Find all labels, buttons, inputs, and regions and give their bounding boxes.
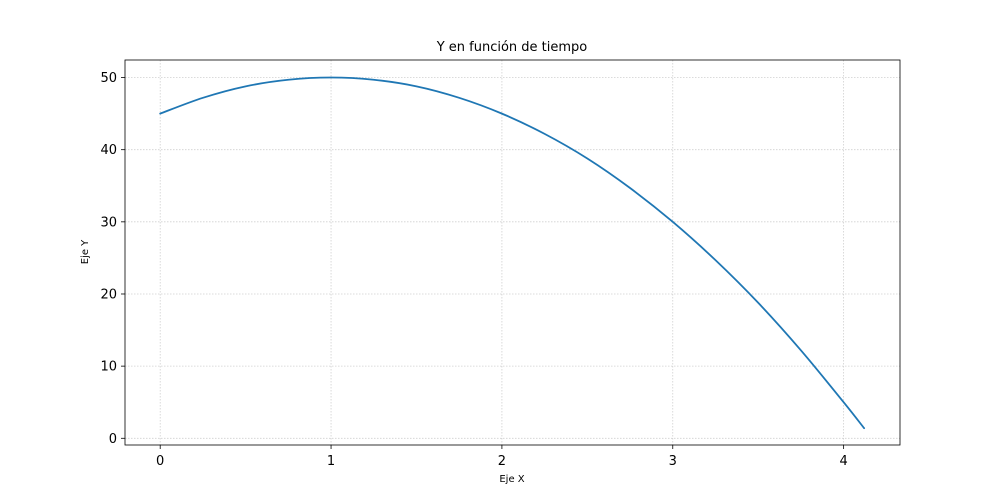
x-axis-label: Eje X [499,474,524,485]
y-axis-label: Eje Y [80,239,91,264]
y-tick-label: 50 [100,71,117,86]
x-tick-label: 4 [839,454,847,469]
grid-lines [125,60,900,445]
series-layer [159,76,866,430]
y-tick-label: 40 [100,143,117,158]
x-tick-label: 2 [498,454,506,469]
chart-title: Y en función de tiempo [436,40,588,55]
series-line-0 [159,76,866,430]
x-tick-label: 1 [327,454,335,469]
plot-area-frame [124,59,901,446]
x-tick-label: 0 [156,454,164,469]
y-tick-label: 0 [109,432,117,447]
x-tick-label: 3 [669,454,677,469]
y-tick-label: 20 [100,287,117,302]
y-tick-label: 10 [100,360,117,375]
y-tick-label: 30 [100,215,117,230]
